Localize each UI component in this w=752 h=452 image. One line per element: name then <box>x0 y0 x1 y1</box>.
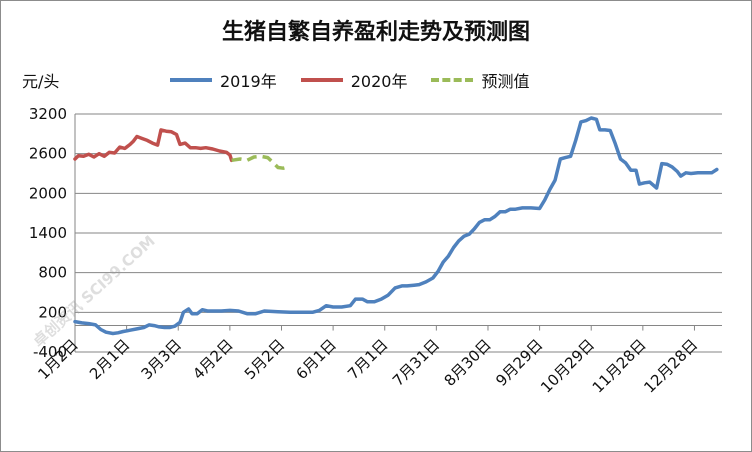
legend-item-2020: 2020年 <box>300 68 408 92</box>
y-tick-label: 200 <box>38 303 67 321</box>
legend-swatch-2020 <box>300 78 343 82</box>
x-tick-label: 12月28日 <box>640 336 701 397</box>
legend-swatch-forecast <box>431 78 474 82</box>
x-tick-label: 8月30日 <box>441 336 495 390</box>
x-tick-label: 5月2日 <box>241 336 288 383</box>
legend-item-forecast: 预测值 <box>431 68 529 92</box>
series-line-2 <box>231 154 289 170</box>
x-tick-label: 3月3日 <box>138 336 185 383</box>
legend-swatch-2019 <box>170 78 212 82</box>
x-tick-label: 7月1日 <box>344 336 391 383</box>
x-tick-label: 10月29日 <box>537 336 598 397</box>
x-tick-label: 2月1日 <box>86 336 133 383</box>
y-tick-label: 800 <box>38 264 67 282</box>
y-tick-label: -400 <box>33 343 67 361</box>
y-tick-label: 2000 <box>29 184 67 202</box>
legend-label-2019: 2019年 <box>220 72 277 91</box>
series-line-1 <box>73 128 234 163</box>
legend-label-2020: 2020年 <box>350 72 408 91</box>
x-tick-label: 4月2日 <box>189 336 236 383</box>
x-tick-label: 6月1日 <box>292 336 339 383</box>
legend-label-forecast: 预测值 <box>481 72 530 91</box>
y-tick-label: 1400 <box>29 224 67 242</box>
x-tick-label: 11月28日 <box>589 336 650 397</box>
chart-title: 生猪自繁自养盈利走势及预测图 <box>221 20 530 45</box>
series-line-0 <box>73 116 719 336</box>
x-tick-label: 7月31日 <box>389 336 443 390</box>
y-tick-label: 2600 <box>29 145 67 163</box>
y-tick-label: 3200 <box>29 105 67 123</box>
y-axis-unit: 元/头 <box>22 72 60 91</box>
legend-item-2019: 2019年 <box>170 68 277 92</box>
legend: 2019年 2020年 预测值 <box>170 68 553 92</box>
